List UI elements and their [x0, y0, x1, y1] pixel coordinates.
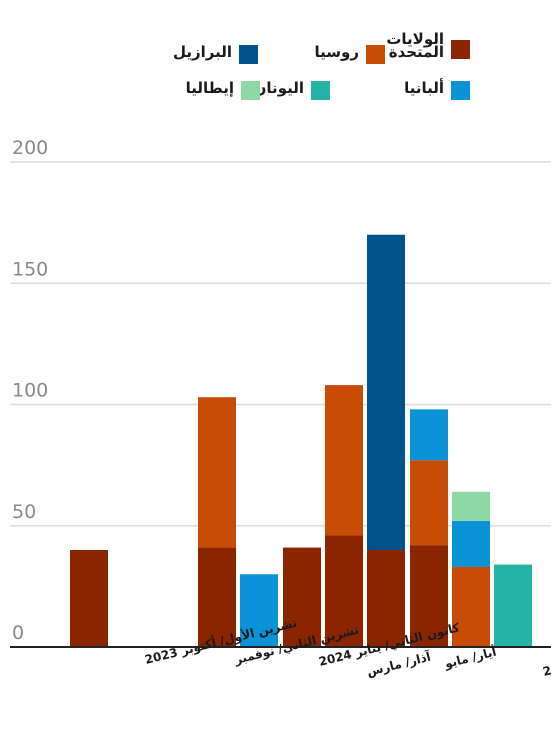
legend-item: الولايات المتحدة [270, 30, 470, 66]
bar-segment [452, 566, 490, 647]
bar-segment [325, 535, 363, 647]
legend-swatch [239, 45, 258, 64]
bar-segment [452, 491, 490, 521]
y-tick-label: 50 [12, 501, 36, 523]
legend-label: إيطاليا [185, 79, 234, 97]
legend-item: ألبانيا [270, 77, 470, 107]
legend-label: اليونان [253, 79, 304, 97]
bars [70, 234, 532, 647]
legend-label: البرازيل [172, 43, 232, 61]
legend-item: اليونان [130, 77, 330, 107]
legend-label: الولايات المتحدة [386, 30, 444, 61]
legend-label: ألبانيا [404, 79, 444, 97]
bar-segment [198, 547, 236, 647]
bar-segment [410, 545, 448, 647]
bar-segment [325, 385, 363, 536]
chart-legend: الولايات المتحدة روسيا البرازيل ألبانيا اليو… [0, 0, 551, 110]
legend-item: البرازيل [58, 41, 258, 71]
y-axis: 0 50 100 150 200 [12, 137, 48, 644]
legend-swatch [311, 81, 330, 100]
bar-segment [70, 550, 108, 647]
bar-segment [367, 234, 405, 550]
y-tick-label: 150 [12, 258, 48, 280]
y-tick-label: 100 [12, 380, 48, 402]
legend-label: روسيا [314, 43, 359, 61]
y-tick-label: 0 [12, 622, 24, 644]
gridlines [10, 161, 551, 527]
bar-segment [410, 460, 448, 546]
legend-swatch [451, 40, 470, 59]
bar-segment [283, 547, 321, 647]
bar-segment [240, 574, 278, 647]
bar-segment [198, 397, 236, 548]
bar-segment [452, 520, 490, 567]
legend-swatch [366, 45, 385, 64]
legend-item: روسيا [185, 41, 385, 71]
legend-swatch [451, 81, 470, 100]
bar-segment [494, 564, 532, 647]
y-tick-label: 200 [12, 137, 48, 159]
bar-segment [367, 550, 405, 647]
legend-item: إيطاليا [60, 77, 260, 107]
legend-swatch [241, 81, 260, 100]
bar-segment [410, 409, 448, 461]
